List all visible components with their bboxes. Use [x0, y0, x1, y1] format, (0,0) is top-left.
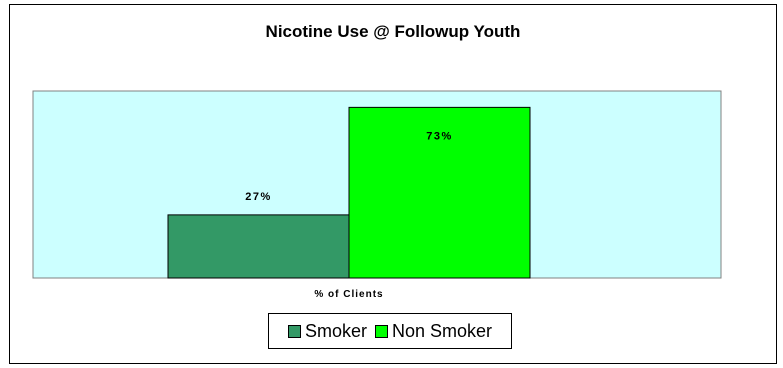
data-label-non-smoker: 73%: [426, 130, 453, 142]
legend-label-non-smoker: Non Smoker: [391, 320, 493, 341]
category-label: % of Clients: [314, 289, 383, 300]
legend: Smoker Non Smoker: [268, 313, 512, 349]
bar-smoker: [167, 214, 350, 279]
legend-item-non-smoker: Non Smoker: [374, 320, 493, 342]
legend-swatch-non-smoker: [374, 324, 388, 338]
bar-non-smoker: [348, 106, 531, 279]
legend-label-smoker: Smoker: [304, 320, 367, 341]
legend-swatch-smoker: [287, 324, 301, 338]
data-label-smoker: 27%: [245, 191, 272, 203]
chart-title: Nicotine Use @ Followup Youth: [265, 22, 521, 41]
legend-item-smoker: Smoker: [287, 320, 367, 342]
